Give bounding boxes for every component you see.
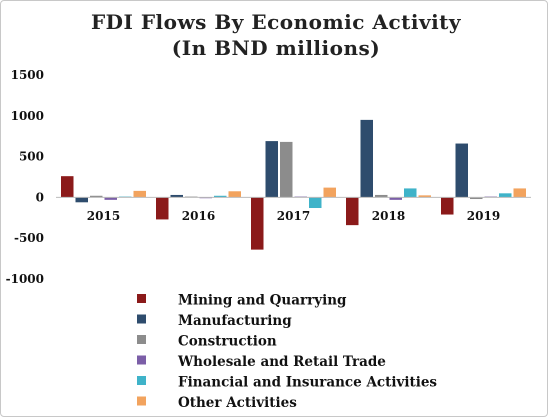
- category-label: 2016: [182, 209, 215, 223]
- bar: [228, 191, 241, 198]
- legend-item: Manufacturing: [137, 313, 292, 329]
- bar: [309, 197, 322, 209]
- bar: [513, 188, 526, 198]
- bar: [90, 195, 103, 198]
- category-label: 2015: [87, 209, 120, 223]
- legend-swatch: [137, 396, 146, 406]
- y-tick-label: 1500: [11, 68, 44, 82]
- bar: [214, 195, 227, 198]
- y-tick-label: -500: [14, 231, 44, 245]
- legend-label: Construction: [178, 334, 277, 350]
- legend-label: Manufacturing: [178, 313, 292, 329]
- bar: [346, 197, 359, 226]
- bar: [360, 119, 373, 198]
- bar: [418, 195, 431, 198]
- legend: Mining and Quarrying Manufacturing Constru…: [137, 293, 437, 411]
- legend-item: Construction: [137, 334, 277, 350]
- legend-label: Mining and Quarrying: [178, 293, 347, 309]
- category-labels: 2015 2016 2017 2018 2019: [87, 209, 500, 223]
- chart-subtitle: (In BND millions): [172, 36, 380, 60]
- bar: [75, 197, 88, 203]
- category-label: 2019: [467, 209, 500, 223]
- bar: [61, 176, 74, 198]
- category-label: 2018: [372, 209, 405, 223]
- bar: [389, 197, 402, 200]
- legend-item: Mining and Quarrying: [137, 293, 347, 309]
- y-tick-label: 1000: [11, 109, 44, 123]
- category-label: 2017: [277, 209, 310, 223]
- bar: [470, 197, 483, 200]
- y-tick-label: 0: [36, 190, 44, 204]
- y-tick-label: -1000: [6, 272, 44, 286]
- bar: [251, 197, 264, 250]
- legend-item: Financial and Insurance Activities: [137, 375, 437, 391]
- bar: [265, 141, 278, 198]
- bar: [133, 190, 146, 198]
- bar: [441, 197, 454, 215]
- legend-swatch: [137, 376, 146, 385]
- legend-item: Other Activities: [137, 395, 297, 411]
- legend-item: Wholesale and Retail Trade: [137, 354, 386, 370]
- legend-swatch: [137, 355, 146, 365]
- bar: [499, 193, 512, 198]
- bar: [156, 197, 169, 220]
- legend-label: Financial and Insurance Activities: [178, 375, 437, 391]
- bar: [375, 194, 388, 198]
- y-tick-label: 500: [19, 150, 44, 164]
- legend-swatch: [137, 335, 146, 344]
- bar: [323, 187, 336, 198]
- bar: [104, 197, 117, 200]
- chart-title: FDI Flows By Economic Activity: [91, 10, 462, 34]
- bar: [280, 141, 293, 198]
- y-axis-ticks: 1500 1000 500 0 -500 -1000: [6, 68, 44, 286]
- bar: [404, 188, 417, 198]
- legend-label: Other Activities: [178, 395, 297, 411]
- bar: [455, 143, 468, 198]
- legend-swatch: [137, 314, 146, 324]
- bar: [170, 194, 183, 198]
- legend-swatch: [137, 294, 146, 303]
- bars-group: [61, 119, 526, 250]
- legend-label: Wholesale and Retail Trade: [177, 354, 386, 370]
